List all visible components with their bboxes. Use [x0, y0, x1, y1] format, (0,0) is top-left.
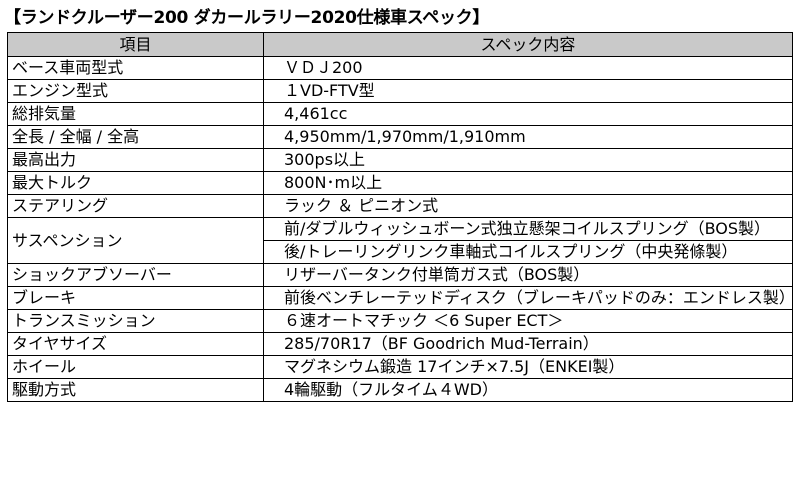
- row-value: ラック ＆ ピニオン式: [263, 194, 793, 218]
- row-value: マグネシウム鍛造 17インチ×7.5J（ENKEI製）: [263, 355, 793, 379]
- table-row: ブレーキ 前後ベンチレーテッドディスク（ブレーキパッドのみ：エンドレス製）: [7, 286, 793, 310]
- header-spec: スペック内容: [263, 32, 793, 57]
- table-row: ホイール マグネシウム鍛造 17インチ×7.5J（ENKEI製）: [7, 355, 793, 379]
- row-value: 前/ダブルウィッシュボーン式独立懸架コイルスプリング（BOS製）: [263, 217, 793, 241]
- table-row: エンジン型式 １VD-FTV型: [7, 79, 793, 103]
- row-item: 全長 / 全幅 / 全高: [7, 125, 264, 149]
- row-value: 前後ベンチレーテッドディスク（ブレーキパッドのみ：エンドレス製）: [263, 286, 793, 310]
- row-value: 4,950mm/1,970mm/1,910mm: [263, 125, 793, 149]
- row-value: リザーバータンク付単筒ガス式（BOS製）: [263, 263, 793, 287]
- table-row: ベース車両型式 ＶＤＪ200: [7, 56, 793, 80]
- table-row: 総排気量 4,461cc: [7, 102, 793, 126]
- row-value: ６速オートマチック ＜6 Super ECT＞: [263, 309, 793, 333]
- row-item: ホイール: [7, 355, 264, 379]
- row-value: 300ps以上: [263, 148, 793, 172]
- row-item: 最大トルク: [7, 171, 264, 195]
- row-value: ＶＤＪ200: [263, 56, 793, 80]
- table-row: 最高出力 300ps以上: [7, 148, 793, 172]
- row-item: ブレーキ: [7, 286, 264, 310]
- table-row: サスペンション 前/ダブルウィッシュボーン式独立懸架コイルスプリング（BOS製）: [7, 217, 793, 264]
- row-value: 4,461cc: [263, 102, 793, 126]
- row-item: 最高出力: [7, 148, 264, 172]
- page-title: 【ランドクルーザー200 ダカールラリー2020仕様車スペック】: [4, 8, 490, 28]
- row-item: 総排気量: [7, 102, 264, 126]
- row-item: エンジン型式: [7, 79, 264, 103]
- table-header-row: 項目 スペック内容: [7, 32, 793, 57]
- row-item: 駆動方式: [7, 378, 264, 402]
- row-item: ショックアブソーバー: [7, 263, 264, 287]
- table-row: 駆動方式 4輪駆動（フルタイム４WD）: [7, 378, 793, 402]
- table-row: ショックアブソーバー リザーバータンク付単筒ガス式（BOS製）: [7, 263, 793, 287]
- row-item: タイヤサイズ: [7, 332, 264, 356]
- table-row: 後/トレーリングリンク車軸式コイルスプリング（中央発條製）: [8, 240, 793, 264]
- table-row: 全長 / 全幅 / 全高 4,950mm/1,970mm/1,910mm: [7, 125, 793, 149]
- row-item: ステアリング: [7, 194, 264, 218]
- header-item: 項目: [7, 32, 264, 57]
- row-value: 4輪駆動（フルタイム４WD）: [263, 378, 793, 402]
- row-item: サスペンション: [7, 217, 264, 264]
- row-value: 後/トレーリングリンク車軸式コイルスプリング（中央発條製）: [263, 240, 793, 264]
- row-value: １VD-FTV型: [263, 79, 793, 103]
- table-row: トランスミッション ６速オートマチック ＜6 Super ECT＞: [7, 309, 793, 333]
- row-value: 285/70R17（BF Goodrich Mud-Terrain）: [263, 332, 793, 356]
- table-row: 最大トルク 800N･m以上: [7, 171, 793, 195]
- table-row: タイヤサイズ 285/70R17（BF Goodrich Mud-Terrain…: [7, 332, 793, 356]
- spec-table: 項目 スペック内容 ベース車両型式 ＶＤＪ200 エンジン型式 １VD-FTV型…: [7, 32, 793, 402]
- row-item: ベース車両型式: [7, 56, 264, 80]
- row-value: 800N･m以上: [263, 171, 793, 195]
- table-row: ステアリング ラック ＆ ピニオン式: [7, 194, 793, 218]
- row-item: トランスミッション: [7, 309, 264, 333]
